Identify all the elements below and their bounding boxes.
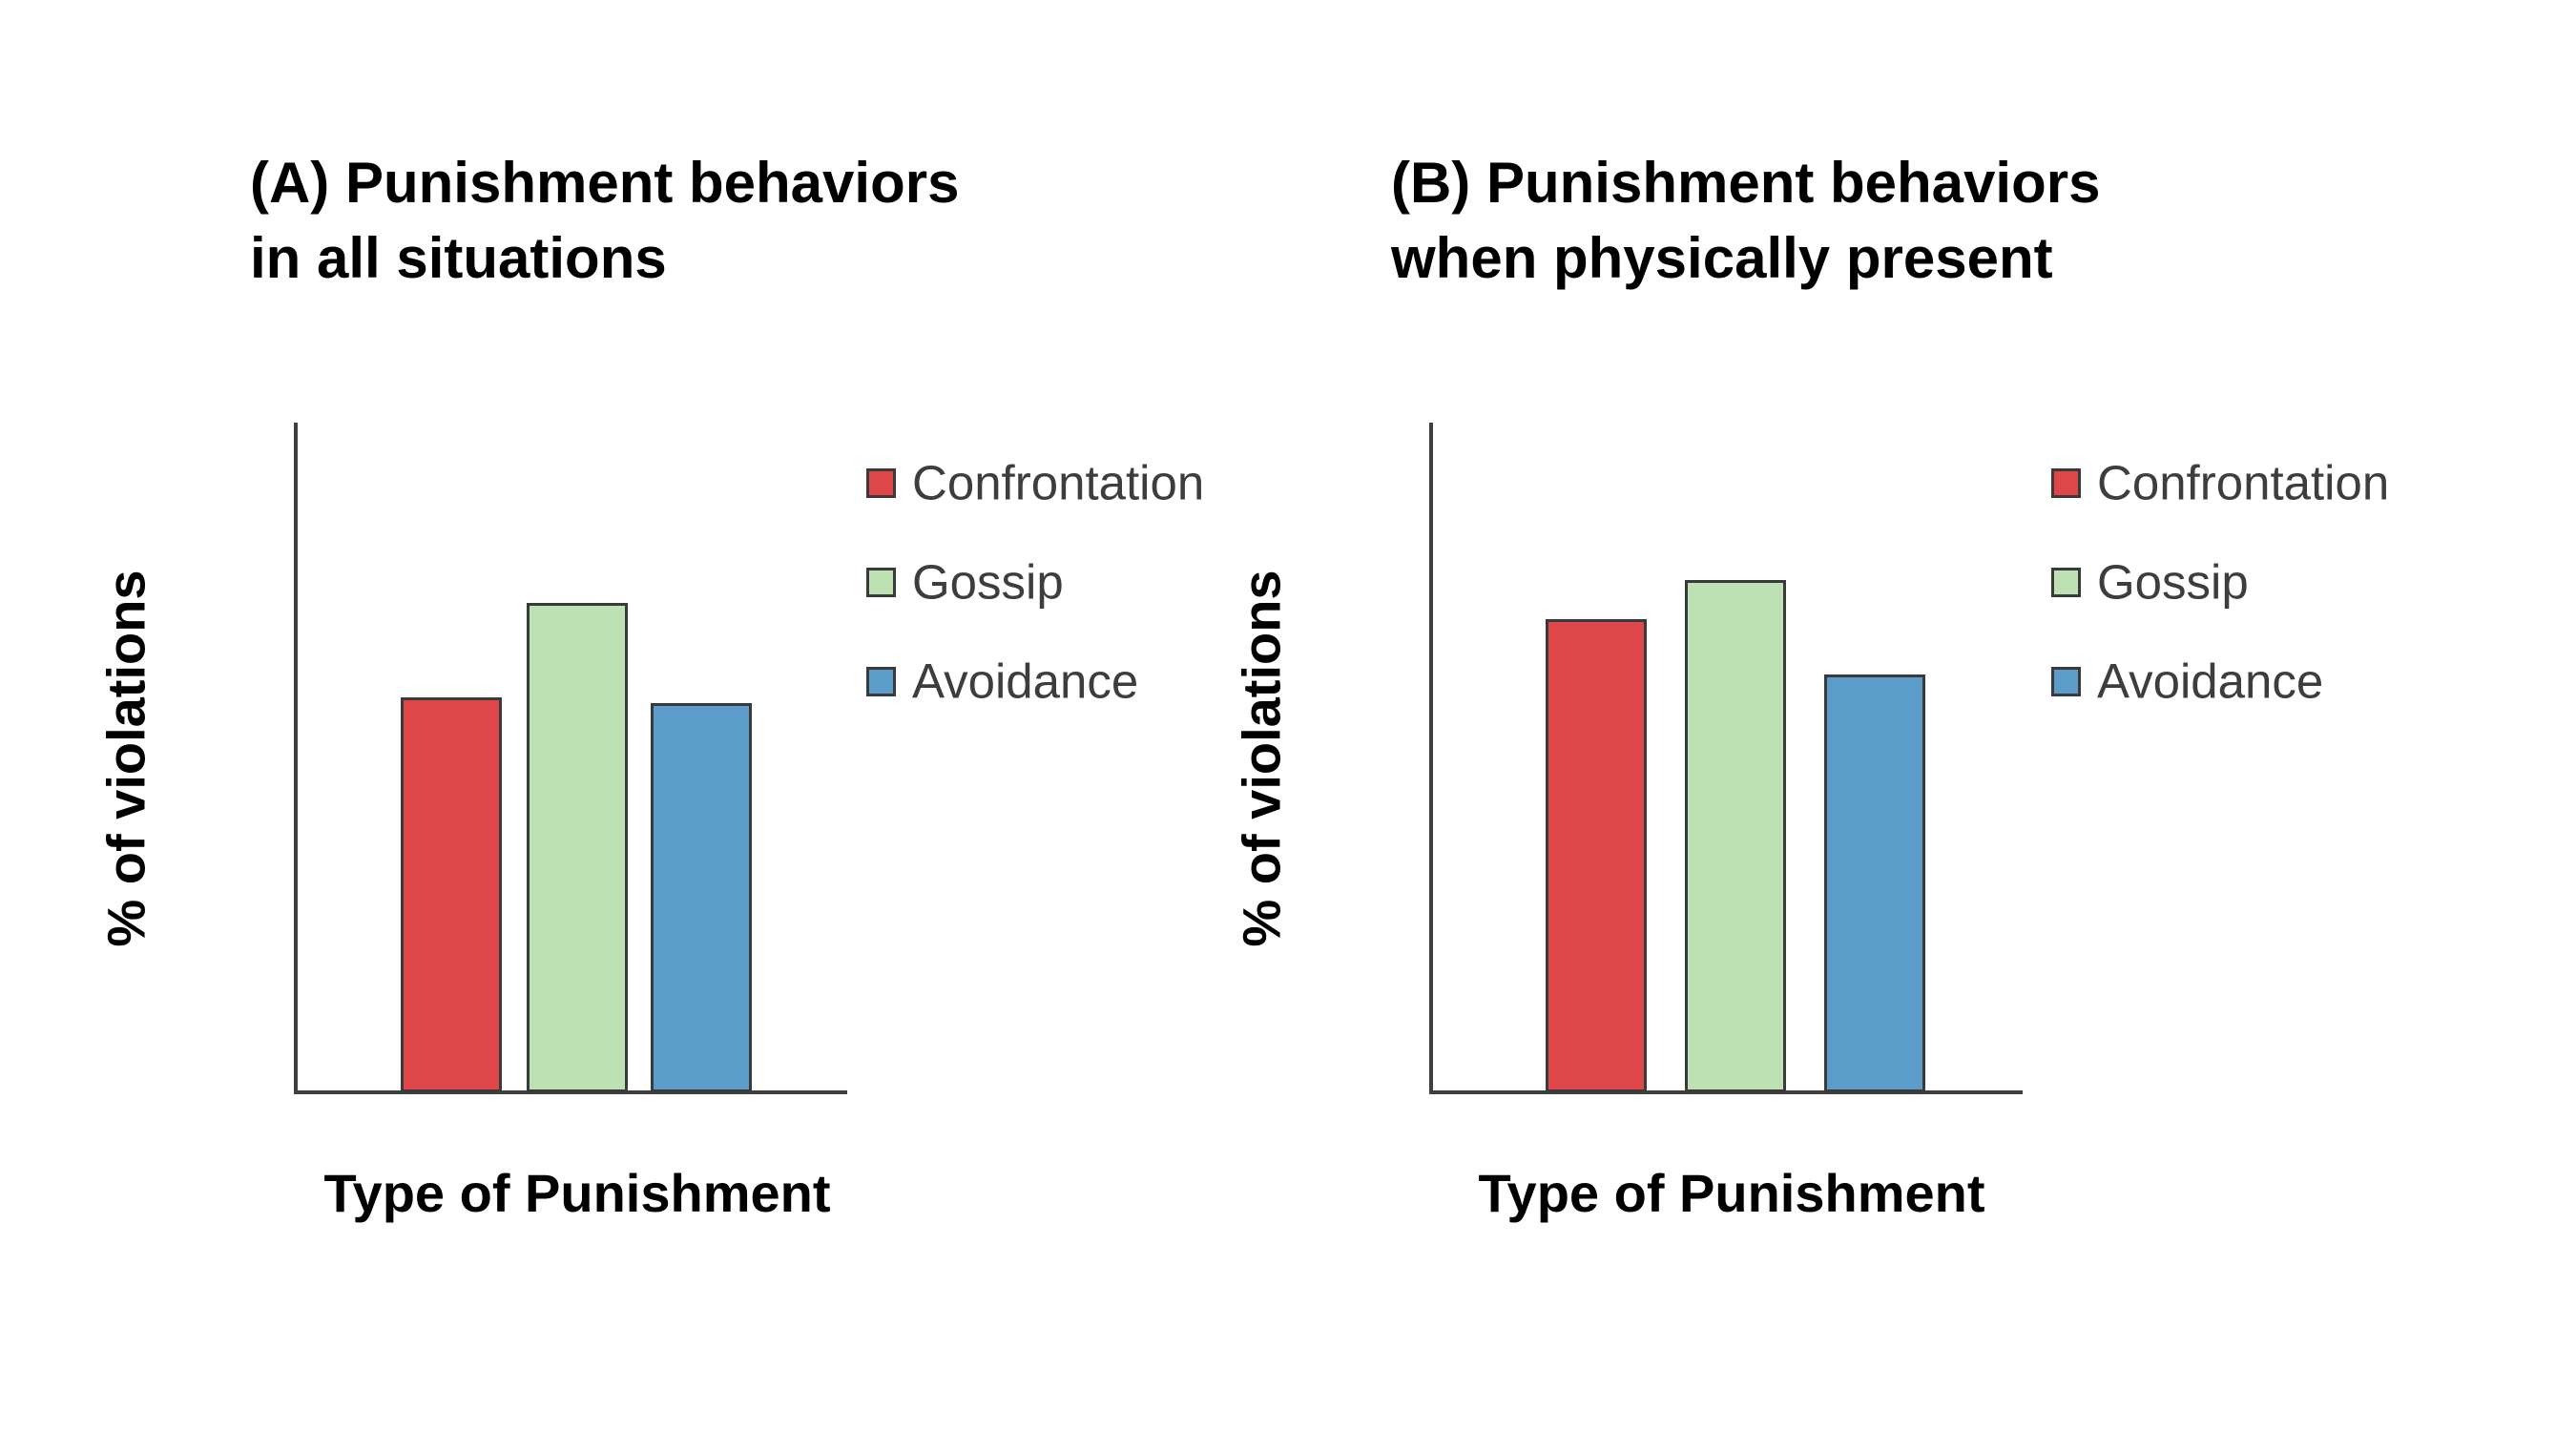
- chart-b-title: (B) Punishment behaviors when physically…: [1391, 145, 2100, 296]
- chart-a-y-axis-line: [294, 423, 298, 1094]
- chart-b-legend-swatch-confrontation: [2051, 468, 2081, 498]
- chart-a-legend-swatch-confrontation: [866, 468, 896, 498]
- chart-a-y-axis-label: % of violations: [95, 570, 156, 947]
- chart-a-legend-swatch-avoidance: [866, 667, 896, 696]
- chart-a-bar-avoidance: [651, 703, 752, 1092]
- chart-a-x-axis-line: [294, 1090, 847, 1094]
- chart-b-x-axis-label: Type of Punishment: [1478, 1163, 1985, 1223]
- chart-b-title-line1: (B) Punishment behaviors: [1391, 151, 2101, 215]
- chart-b-legend-swatch-gossip: [2051, 568, 2081, 597]
- chart-b-legend-label-avoidance: Avoidance: [2097, 653, 2324, 709]
- chart-a-bar-gossip: [527, 603, 628, 1092]
- chart-b-legend-swatch-avoidance: [2051, 667, 2081, 696]
- chart-b-x-axis-line: [1429, 1090, 2023, 1094]
- chart-a-title-line1: (A) Punishment behaviors: [250, 151, 960, 215]
- chart-a-legend-label-gossip: Gossip: [912, 554, 1064, 610]
- chart-a-title: (A) Punishment behaviors in all situatio…: [250, 145, 959, 296]
- chart-b-legend-label-gossip: Gossip: [2097, 554, 2249, 610]
- chart-b-y-axis-label: % of violations: [1231, 570, 1292, 947]
- chart-a-x-axis-label: Type of Punishment: [323, 1163, 831, 1223]
- chart-a-bar-confrontation: [401, 697, 502, 1092]
- chart-a-title-line2: in all situations: [250, 226, 667, 290]
- chart-b-bar-confrontation: [1546, 619, 1647, 1092]
- chart-a-legend-label-avoidance: Avoidance: [912, 653, 1139, 709]
- chart-a-legend-swatch-gossip: [866, 568, 896, 597]
- chart-a-legend-label-confrontation: Confrontation: [912, 455, 1205, 510]
- chart-b-bar-avoidance: [1824, 674, 1925, 1092]
- chart-b-title-line2: when physically present: [1391, 226, 2053, 290]
- chart-b-bar-gossip: [1685, 580, 1786, 1092]
- chart-b-y-axis-line: [1429, 423, 1433, 1094]
- chart-b-legend-label-confrontation: Confrontation: [2097, 455, 2390, 510]
